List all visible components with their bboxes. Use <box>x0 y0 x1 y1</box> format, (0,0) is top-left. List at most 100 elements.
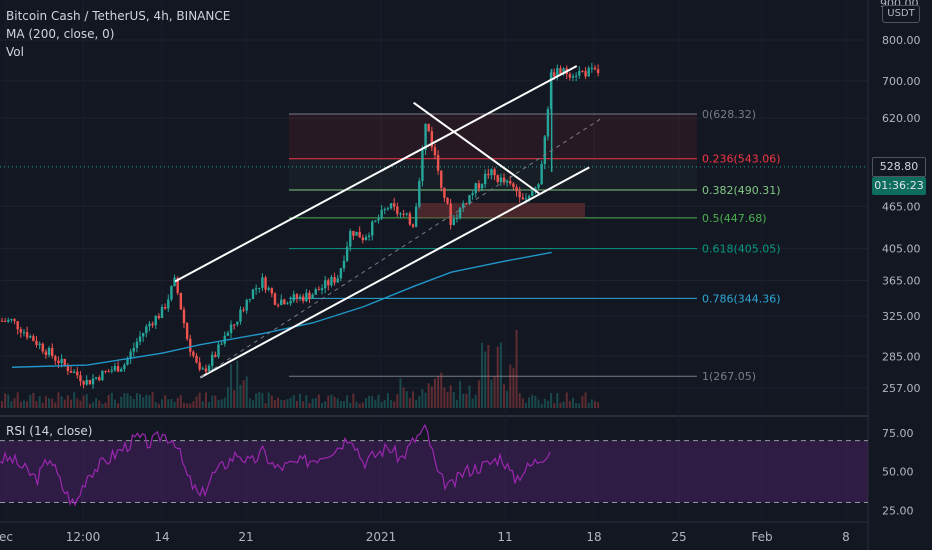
price-candle <box>345 246 349 261</box>
currency-unit-button[interactable]: USDT <box>882 5 920 23</box>
volume-bar <box>117 403 120 408</box>
price-candle <box>493 169 496 176</box>
volume-bar <box>267 392 270 408</box>
volume-bar <box>503 384 505 408</box>
volume-bar <box>556 393 559 408</box>
volume-bar <box>107 394 110 408</box>
price-candle <box>38 343 41 345</box>
volume-bar <box>531 394 534 408</box>
volume-bar <box>245 376 248 408</box>
price-candle <box>286 303 289 305</box>
volume-bar <box>38 396 41 408</box>
price-candle <box>280 299 283 305</box>
price-candle <box>531 191 534 196</box>
price-candle <box>574 75 578 77</box>
volume-bar <box>120 396 123 408</box>
volume-bar <box>142 397 145 408</box>
price-candle <box>581 70 584 72</box>
volume-bar <box>449 384 452 408</box>
volume-bar <box>22 400 25 408</box>
price-candle <box>414 206 418 227</box>
volume-bar <box>230 364 233 408</box>
volume-bar <box>261 393 264 408</box>
volume-bar <box>550 393 553 408</box>
time-tick-label: 8 <box>842 530 850 544</box>
price-candle <box>138 336 142 342</box>
volume-bar <box>70 399 73 408</box>
price-candle <box>314 289 317 295</box>
price-tick-label: 325.00 <box>882 310 921 323</box>
price-candle <box>22 332 26 334</box>
volume-legend[interactable]: Vol <box>6 45 24 59</box>
price-candle <box>361 237 365 241</box>
price-candle <box>330 277 333 286</box>
trendlines[interactable] <box>174 65 603 379</box>
volume-bar <box>283 400 286 408</box>
ma-legend[interactable]: MA (200, close, 0) <box>6 27 115 41</box>
volume-bar <box>7 394 10 408</box>
price-candle <box>211 354 214 366</box>
rsi-legend[interactable]: RSI (14, close) <box>6 424 93 438</box>
price-candle <box>16 321 19 330</box>
volume-bar <box>161 399 164 408</box>
price-candle <box>204 368 208 372</box>
volume-bar <box>546 400 549 408</box>
price-candle <box>527 195 531 199</box>
volume-bar <box>73 392 76 408</box>
time-tick-label: 14 <box>154 530 169 544</box>
volume-bar <box>553 403 556 408</box>
price-axis[interactable]: 800.00 700.00 620.00 465.00 405.00 365.00 325.… <box>882 34 921 517</box>
volume-bar <box>280 399 283 408</box>
volume-bar <box>358 403 361 408</box>
volume-bar <box>10 401 13 408</box>
volume-bar <box>443 387 446 408</box>
price-candle <box>383 209 386 211</box>
volume-bar <box>374 400 377 408</box>
moving-average <box>11 251 552 368</box>
channel-upper <box>174 65 578 283</box>
price-candle <box>157 315 161 318</box>
price-candle <box>198 362 201 370</box>
price-candle <box>7 319 10 322</box>
price-candle <box>424 123 427 150</box>
volume-bar <box>317 394 320 408</box>
volume-bar <box>572 397 575 408</box>
fibonacci-retracement[interactable]: 0(628.32) 0.236(543.06) 0.382(490.31) 0.5(4… <box>289 108 781 383</box>
volume-bar <box>597 402 600 408</box>
volume-bar <box>418 396 421 408</box>
symbol-title[interactable]: Bitcoin Cash / TetherUS, 4h, BINANCE <box>6 9 231 23</box>
price-candle <box>267 288 270 290</box>
volume-bar <box>164 395 167 408</box>
volume-bar <box>352 393 355 408</box>
rsi-tick-label: 25.00 <box>882 504 914 517</box>
volume-bar <box>19 401 22 408</box>
price-candle <box>421 149 424 182</box>
price-candle <box>54 356 57 361</box>
price-candle <box>355 231 358 236</box>
volume-bar <box>468 385 471 408</box>
volume-bar <box>412 391 415 408</box>
price-candle <box>192 351 195 356</box>
price-candle <box>248 298 252 300</box>
price-candle <box>377 218 380 221</box>
price-candle <box>556 68 559 77</box>
volume-bar <box>51 398 54 408</box>
volume-bar <box>101 403 104 408</box>
price-candle <box>226 332 230 336</box>
volume-bar <box>371 396 374 408</box>
volume-bar <box>437 375 440 408</box>
time-axis[interactable]: ec 12:00 14 21 2021 11 18 25 Feb 8 <box>0 530 850 544</box>
volume-bar <box>515 329 518 408</box>
volume-bar <box>299 393 302 408</box>
volume-bar <box>270 395 273 408</box>
price-tick-label: 257.00 <box>882 382 921 395</box>
price-candle <box>487 173 490 176</box>
price-candle <box>151 323 154 326</box>
volume-bar <box>421 389 424 408</box>
countdown-label: 01:36:23 <box>872 177 926 195</box>
volume-bar <box>286 399 289 408</box>
price-candle <box>553 72 556 77</box>
price-candle <box>254 288 258 290</box>
price-candle <box>477 183 481 189</box>
